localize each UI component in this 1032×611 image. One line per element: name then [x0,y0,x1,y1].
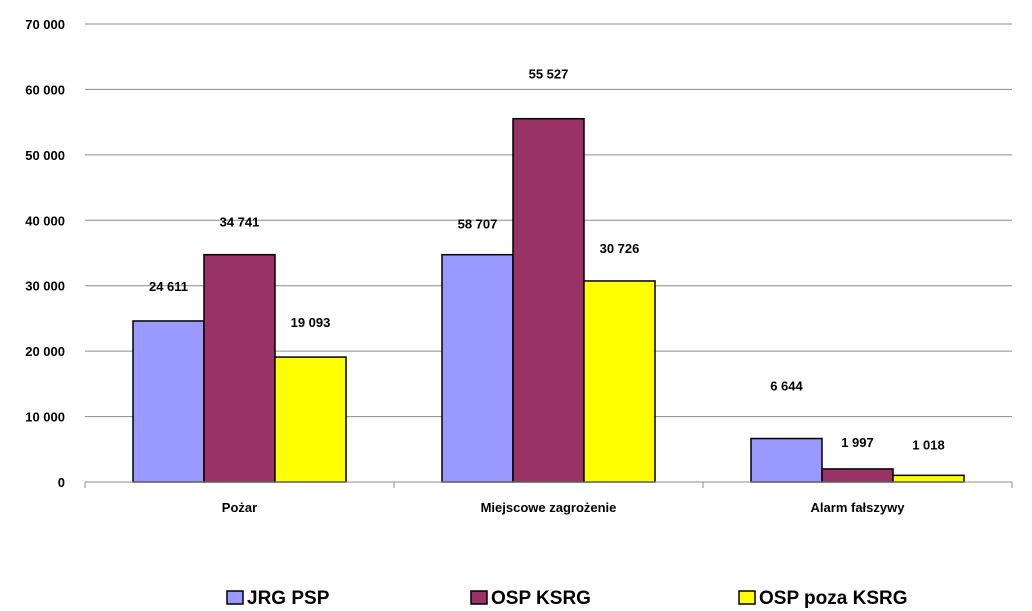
x-category-label: Miejscowe zagrożenie [481,500,617,515]
x-axis: Pożar Miejscowe zagrożenie Alarm fałszywy [84,481,1013,515]
legend-label-osp-poza-ksrg: OSP poza KSRG [759,588,908,609]
bars [132,117,965,483]
bar-osp-poza-ksrg [274,356,347,483]
y-tick-label: 20 000 [25,344,65,359]
data-label: 24 611 [149,279,188,294]
data-label: 1 018 [912,437,945,452]
legend: JRG PSP OSP KSRG OSP poza KSRG [226,588,908,609]
x-category-label: Pożar [222,500,257,515]
y-tick-label: 50 000 [25,148,65,163]
data-labels: 24 611 34 741 19 093 58 707 55 527 30 726 6 64… [149,67,945,453]
legend-label-jrg-psp: JRG PSP [247,588,330,609]
bar-jrg-psp [441,253,514,483]
x-category-label: Alarm fałszywy [811,500,906,515]
bar-osp-ksrg [203,253,276,483]
bar-osp-ksrg [512,117,585,483]
bar-osp-ksrg [821,468,894,483]
legend-swatch-osp-ksrg [470,590,488,605]
legend-swatch-jrg-psp [226,590,244,605]
y-tick-label: 60 000 [25,82,65,97]
bar-jrg-psp [132,320,205,483]
data-label: 30 726 [600,241,640,256]
y-tick-label: 0 [58,475,65,490]
data-label: 19 093 [291,315,331,330]
data-label: 55 527 [529,67,569,82]
y-tick-label: 40 000 [25,213,65,228]
y-tick-label: 10 000 [25,410,65,425]
y-axis: 0 10 000 20 000 30 000 40 000 50 000 60 000 70 … [25,17,65,490]
data-label: 34 741 [220,215,260,230]
y-tick-label: 30 000 [25,279,65,294]
legend-label-osp-ksrg: OSP KSRG [491,588,591,609]
bar-jrg-psp [750,437,823,483]
bar-osp-poza-ksrg [583,280,656,483]
bar-osp-poza-ksrg [892,474,965,483]
y-tick-label: 70 000 [25,17,65,32]
data-label: 1 997 [841,435,874,450]
data-label: 58 707 [458,217,498,232]
data-label: 6 644 [770,379,803,394]
legend-swatch-osp-poza-ksrg [738,590,756,605]
